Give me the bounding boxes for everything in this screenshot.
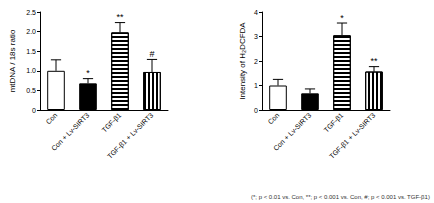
svg-text:TGF-β1 + Lv-SIRT3: TGF-β1 + Lv-SIRT3 [106, 111, 155, 160]
svg-text:4: 4 [254, 9, 258, 16]
svg-text:Con + Lv-SIRT3: Con + Lv-SIRT3 [50, 111, 90, 151]
svg-text:Con: Con [266, 111, 280, 125]
svg-text:2: 2 [254, 58, 258, 65]
svg-text:TGF-β1: TGF-β1 [100, 111, 123, 134]
svg-text:*: * [340, 13, 344, 23]
svg-text:Intensity of H₂DCFDA: Intensity of H₂DCFDA [238, 22, 247, 100]
svg-text:**: ** [370, 56, 378, 66]
svg-text:2.5: 2.5 [26, 9, 36, 16]
svg-text:0: 0 [32, 107, 36, 114]
svg-text:**: ** [116, 12, 124, 22]
svg-text:TGF-β1 + Lv-SIRT3: TGF-β1 + Lv-SIRT3 [328, 111, 377, 160]
svg-text:1.0: 1.0 [26, 67, 36, 74]
svg-text:Con + Lv-SIRT3: Con + Lv-SIRT3 [272, 111, 312, 151]
svg-text:#: # [149, 49, 154, 59]
svg-text:*: * [86, 68, 90, 78]
svg-text:1.5: 1.5 [26, 48, 36, 55]
svg-text:(*; p < 0.01 vs. Con, **; p <: (*; p < 0.01 vs. Con, **; p < 0.001 vs. … [251, 194, 430, 200]
svg-text:TGF-β1: TGF-β1 [322, 111, 345, 134]
svg-text:2.0: 2.0 [26, 28, 36, 35]
svg-text:0.5: 0.5 [26, 87, 36, 94]
svg-text:1: 1 [254, 82, 258, 89]
svg-text:3: 3 [254, 33, 258, 40]
svg-text:0: 0 [254, 107, 258, 114]
svg-text:mtDNA / 18s ratio: mtDNA / 18s ratio [8, 29, 17, 92]
svg-text:Con: Con [44, 111, 58, 125]
